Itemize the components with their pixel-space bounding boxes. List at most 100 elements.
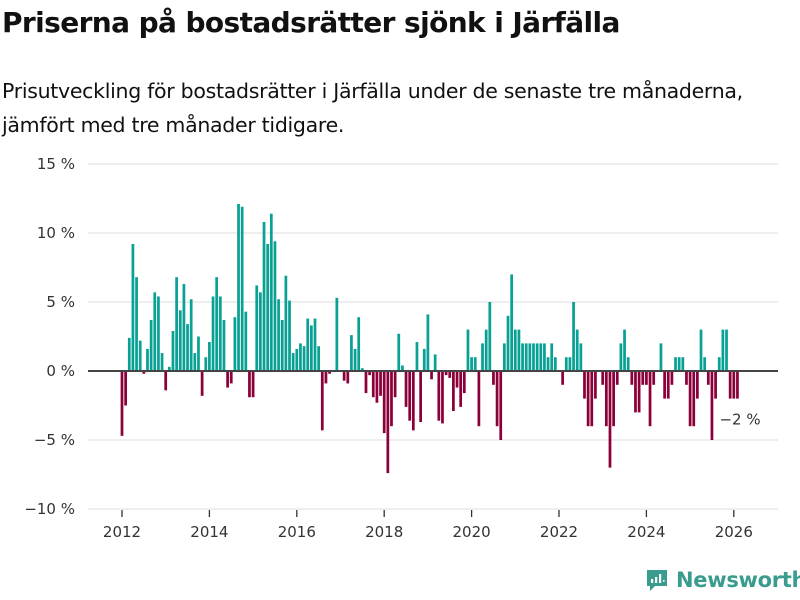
bar <box>240 206 244 371</box>
bar <box>546 357 550 371</box>
bar <box>259 292 262 371</box>
bar <box>510 274 514 371</box>
bar <box>120 371 124 436</box>
bar <box>532 343 535 371</box>
bar <box>430 371 433 380</box>
bar <box>379 371 382 396</box>
bar <box>251 371 255 398</box>
bar <box>164 371 168 391</box>
bar <box>728 371 732 399</box>
bar <box>371 371 375 398</box>
bar <box>455 371 459 388</box>
bar <box>386 371 390 474</box>
bar <box>692 371 696 427</box>
brand-name: Newsworthy <box>676 568 800 592</box>
bar <box>441 371 444 424</box>
bar <box>528 343 532 371</box>
bar <box>459 371 463 407</box>
bar <box>146 348 149 371</box>
bar <box>543 343 546 371</box>
bar <box>495 371 499 427</box>
chart-title: Priserna på bostadsrätter sjönk i Järfäl… <box>2 6 620 39</box>
y-tick-label: 5 % <box>46 293 75 311</box>
bar <box>499 371 503 440</box>
x-tick-label: 2024 <box>627 523 665 541</box>
bar <box>204 357 208 371</box>
x-tick-label: 2022 <box>540 523 578 541</box>
bars <box>120 204 739 474</box>
bar <box>208 342 211 371</box>
bar <box>149 319 153 371</box>
bar <box>634 371 637 413</box>
bar <box>681 357 685 371</box>
bar <box>594 371 597 399</box>
bar <box>492 371 495 385</box>
bar <box>612 371 615 427</box>
bar <box>324 371 328 384</box>
bar <box>452 371 455 412</box>
bar <box>364 371 368 394</box>
bar <box>167 366 171 371</box>
bar <box>674 357 677 371</box>
bar <box>539 343 543 371</box>
bar <box>197 336 200 371</box>
bar <box>229 371 233 384</box>
bar <box>725 329 728 371</box>
bar <box>710 371 714 440</box>
bar <box>601 371 605 385</box>
bar <box>706 371 710 385</box>
bar <box>222 319 226 371</box>
bar <box>375 371 379 403</box>
bar <box>124 371 128 406</box>
bar <box>382 371 386 434</box>
bar <box>342 371 346 381</box>
bar <box>415 342 419 371</box>
bar <box>302 346 306 371</box>
bar <box>488 302 492 371</box>
bar <box>171 330 175 371</box>
newsworthy-logo: Newsworthy <box>645 568 800 592</box>
bar <box>138 340 142 371</box>
bar <box>182 284 186 371</box>
bar <box>262 221 266 371</box>
bar <box>419 371 422 423</box>
x-tick-label: 2014 <box>190 523 228 541</box>
bar <box>350 335 353 371</box>
bar <box>677 357 681 371</box>
bar <box>411 371 415 431</box>
bar <box>178 310 182 371</box>
bar <box>277 299 280 371</box>
bar <box>583 371 586 399</box>
bar <box>390 371 393 427</box>
bar <box>310 325 313 371</box>
chart-subtitle: Prisutveckling för bostadsrätter i Järfä… <box>2 79 743 137</box>
bar <box>284 275 288 371</box>
bar <box>699 329 703 371</box>
x-tick-label: 2020 <box>453 523 491 541</box>
bar <box>404 371 408 407</box>
bar <box>299 343 302 371</box>
bar <box>663 371 666 399</box>
bar <box>535 343 539 371</box>
bar <box>473 357 477 371</box>
bar-chart-speech-bubble-icon <box>647 570 667 591</box>
bar <box>503 343 506 371</box>
y-tick-label: −10 % <box>24 500 75 518</box>
bar <box>313 318 317 371</box>
bar <box>652 371 656 385</box>
bar <box>568 357 572 371</box>
bar <box>193 353 197 371</box>
x-tick-label: 2016 <box>278 523 316 541</box>
bar <box>561 371 565 385</box>
bar <box>433 354 437 371</box>
bar <box>645 371 648 385</box>
bar <box>393 371 397 398</box>
bar <box>335 297 339 371</box>
bar <box>237 204 240 371</box>
bar <box>189 299 193 371</box>
bar <box>266 244 270 371</box>
bar <box>437 371 441 421</box>
y-tick-label: 10 % <box>37 224 75 242</box>
bar <box>320 371 324 431</box>
bar <box>408 371 412 421</box>
